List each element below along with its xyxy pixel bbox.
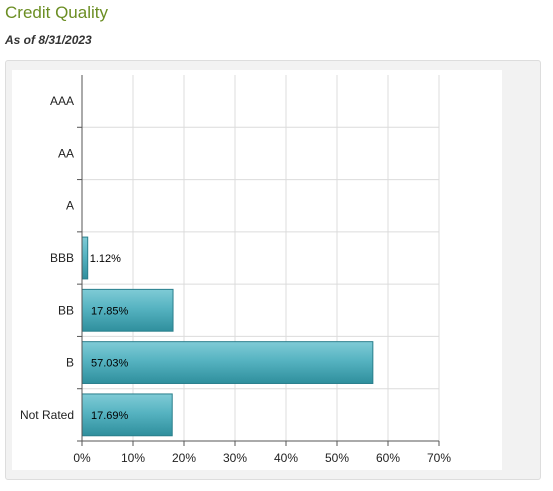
x-tick-label: 50% [325,451,349,465]
x-tick-label: 30% [223,451,247,465]
category-label: BB [58,303,74,317]
bars [81,236,374,437]
bar-b [81,341,374,384]
data-label: 17.85% [91,305,129,317]
x-tick-label: 10% [121,451,145,465]
category-label: AA [58,146,74,160]
bar-bb [81,288,174,332]
x-tick-label: 70% [427,451,451,465]
category-label: B [66,356,74,370]
x-tick-label: 40% [274,451,298,465]
x-tick-label: 0% [73,451,91,465]
category-label: BBB [50,251,74,265]
bar-bbb [81,236,89,280]
category-label: AAA [50,94,74,108]
page-title: Credit Quality [5,3,108,22]
as-of-date: As of 8/31/2023 [5,33,92,47]
category-label: A [66,199,74,213]
category-label: Not Rated [20,408,74,422]
bar-not-rated [81,393,173,437]
x-tick-label: 20% [172,451,196,465]
data-label: 1.12% [90,253,121,265]
axes [77,75,440,446]
data-label: 17.69% [91,410,129,422]
x-tick-label: 60% [376,451,400,465]
data-label: 57.03% [91,358,129,370]
grid-lines [81,75,440,441]
